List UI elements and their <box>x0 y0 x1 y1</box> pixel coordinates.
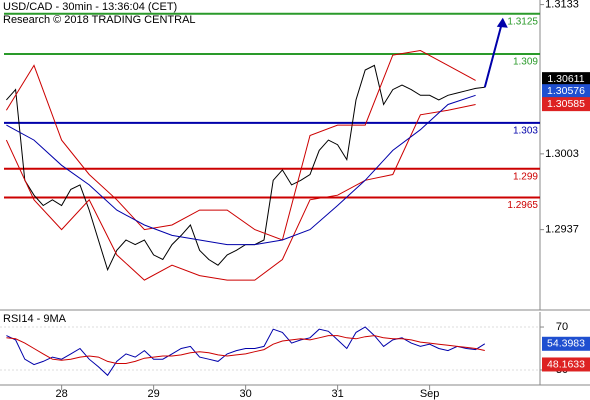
price-marker <box>542 97 590 112</box>
price-marker-label: 54.3983 <box>547 338 585 350</box>
price-marker <box>542 72 590 87</box>
price-marker <box>542 336 590 351</box>
y-tick-label: 70 <box>556 321 568 333</box>
y-tick-label: 1.3133 <box>545 0 579 10</box>
price-marker-label: 48.1633 <box>547 358 585 370</box>
chart-title: USD/CAD - 30min - 13:36:04 (CET) <box>3 1 177 13</box>
x-tick-label: 28 <box>56 388 68 400</box>
x-tick-label: 31 <box>331 388 343 400</box>
level-label: 1.303 <box>513 125 538 136</box>
arrow-head <box>496 17 508 28</box>
price-marker-label: 1.30611 <box>547 73 584 85</box>
level-label: 1.299 <box>513 171 538 182</box>
series-line <box>6 94 476 246</box>
x-tick-label: Sep <box>420 388 440 400</box>
series-line <box>5 49 476 241</box>
target-arrow <box>483 19 504 88</box>
price-marker-label: 1.30585 <box>547 98 585 110</box>
price-marker-label: 1.30576 <box>547 85 585 97</box>
level-label: 1.3125 <box>507 16 538 27</box>
series-line <box>6 335 485 364</box>
chart-subtitle: Research © 2018 TRADING CENTRAL <box>3 14 196 26</box>
price-marker <box>542 84 590 99</box>
chart-title: RSI14 - 9MA <box>3 313 67 325</box>
price-marker <box>542 357 590 372</box>
x-tick-label: 29 <box>148 388 160 400</box>
level-label: 1.2965 <box>507 200 538 211</box>
y-tick-label: 1.2937 <box>545 224 579 236</box>
series-line <box>5 104 476 281</box>
level-label: 1.309 <box>513 57 538 68</box>
x-tick-label: 30 <box>239 388 251 400</box>
y-tick-label: 1.3003 <box>545 148 579 160</box>
